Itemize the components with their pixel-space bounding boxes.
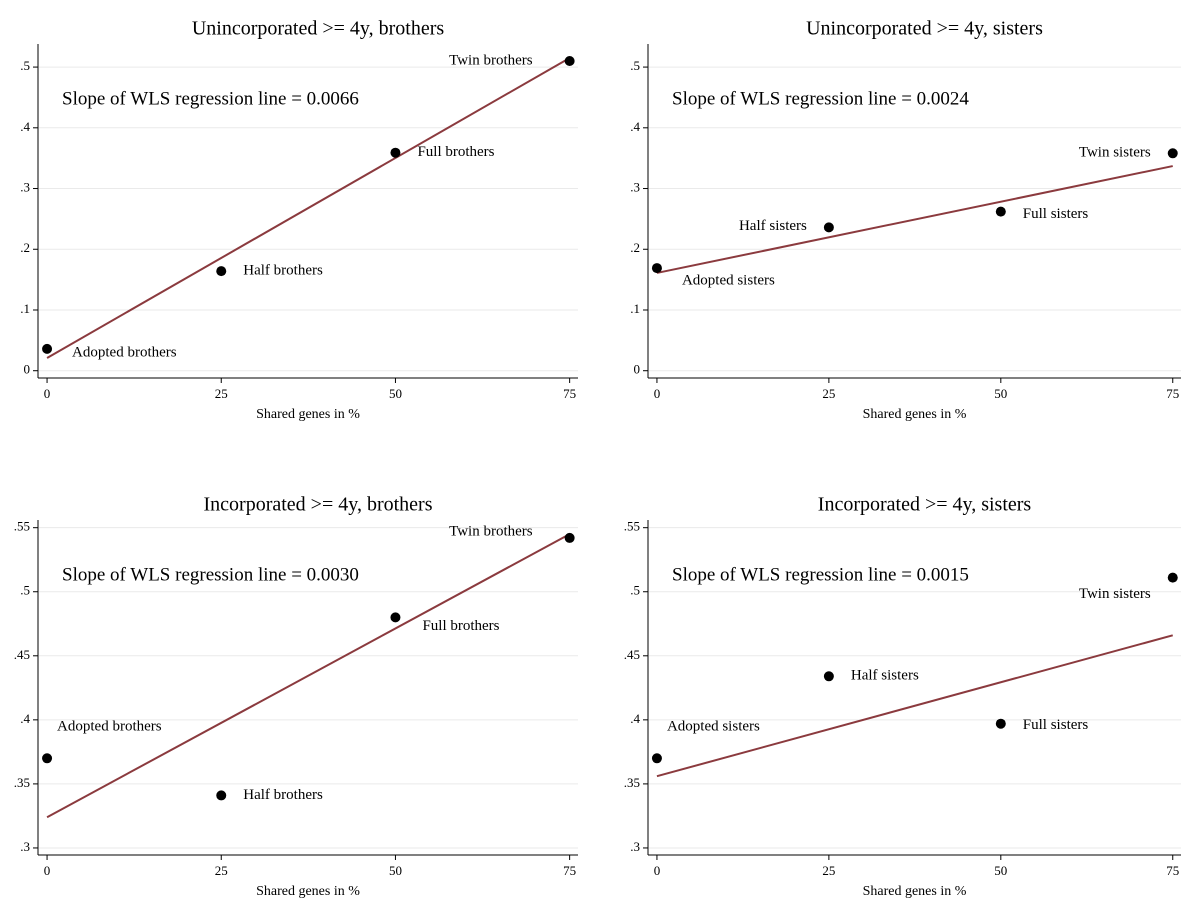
x-tick-label: 0 xyxy=(44,863,51,878)
y-tick-label: 0 xyxy=(634,362,641,377)
x-axis-label: Shared genes in % xyxy=(863,884,967,899)
annotation: Slope of WLS regression line = 0.0015 xyxy=(672,564,969,585)
y-tick-label: .3 xyxy=(20,180,30,195)
y-tick-label: .1 xyxy=(630,301,640,316)
point-label: Full brothers xyxy=(417,144,494,160)
point-label: Twin sisters xyxy=(1079,586,1151,602)
point-label: Adopted sisters xyxy=(667,719,760,735)
point-label: Full sisters xyxy=(1023,717,1089,733)
fit-line xyxy=(656,634,1174,778)
point xyxy=(564,532,575,543)
y-tick-label: .5 xyxy=(630,58,640,73)
y-tick-label: .2 xyxy=(20,240,30,255)
y-tick-label: .35 xyxy=(624,775,640,790)
y-tick-label: .5 xyxy=(630,583,640,598)
panel-title: Incorporated >= 4y, sisters xyxy=(818,494,1032,516)
x-tick-label: 25 xyxy=(822,386,835,401)
panel-title: Unincorporated >= 4y, brothers xyxy=(192,18,445,40)
x-tick-label: 25 xyxy=(822,863,835,878)
point-label: Half brothers xyxy=(243,263,323,279)
y-tick-label: .45 xyxy=(14,647,30,662)
y-tick-label: .55 xyxy=(14,519,30,534)
point xyxy=(995,718,1006,729)
x-tick-label: 0 xyxy=(654,863,661,878)
point-label: Adopted sisters xyxy=(682,273,775,289)
point xyxy=(1167,572,1178,583)
y-tick-label: .3 xyxy=(630,839,640,854)
point-label: Half sisters xyxy=(851,668,919,684)
x-tick-label: 0 xyxy=(44,386,51,401)
point xyxy=(564,56,575,67)
x-tick-label: 75 xyxy=(1166,863,1179,878)
point-label: Twin sisters xyxy=(1079,145,1151,161)
y-tick-label: .5 xyxy=(20,58,30,73)
point-label: Twin brothers xyxy=(449,523,533,539)
y-tick-label: .3 xyxy=(20,839,30,854)
y-tick-label: .4 xyxy=(630,711,640,726)
panel-title: Incorporated >= 4y, brothers xyxy=(204,494,433,516)
x-axis-label: Shared genes in % xyxy=(863,407,967,422)
x-axis-label: Shared genes in % xyxy=(256,884,360,899)
point xyxy=(216,266,227,277)
point xyxy=(823,222,834,233)
point-label: Adopted brothers xyxy=(72,344,177,360)
point xyxy=(823,671,834,682)
point-label: Adopted brothers xyxy=(57,719,162,735)
point xyxy=(651,753,662,764)
y-tick-label: .4 xyxy=(20,711,30,726)
x-tick-label: 25 xyxy=(215,863,228,878)
y-tick-label: .45 xyxy=(624,647,640,662)
panel-title: Unincorporated >= 4y, sisters xyxy=(806,18,1043,40)
x-axis-label: Shared genes in % xyxy=(256,407,360,422)
point-label: Twin brothers xyxy=(449,52,533,68)
y-tick-label: .3 xyxy=(630,180,640,195)
point-label: Half sisters xyxy=(739,218,807,234)
y-tick-label: 0 xyxy=(24,362,31,377)
point-label: Full brothers xyxy=(422,618,499,634)
x-tick-label: 50 xyxy=(389,863,402,878)
fit-line xyxy=(656,165,1173,274)
annotation: Slope of WLS regression line = 0.0030 xyxy=(62,564,359,585)
y-tick-label: .35 xyxy=(14,775,30,790)
x-tick-label: 75 xyxy=(563,863,576,878)
annotation: Slope of WLS regression line = 0.0066 xyxy=(62,88,359,109)
x-tick-label: 50 xyxy=(994,386,1007,401)
point xyxy=(995,206,1006,217)
annotation: Slope of WLS regression line = 0.0024 xyxy=(672,88,969,109)
y-tick-label: .4 xyxy=(630,119,640,134)
point xyxy=(1167,148,1178,159)
point xyxy=(651,263,662,274)
x-tick-label: 50 xyxy=(389,386,402,401)
x-tick-label: 50 xyxy=(994,863,1007,878)
point-label: Full sisters xyxy=(1023,206,1089,222)
fit-line xyxy=(46,533,571,819)
point-label: Half brothers xyxy=(243,787,323,803)
x-tick-label: 0 xyxy=(654,386,661,401)
x-tick-label: 75 xyxy=(563,386,576,401)
point xyxy=(42,753,53,764)
point xyxy=(42,343,53,354)
y-tick-label: .55 xyxy=(624,519,640,534)
y-tick-label: .2 xyxy=(630,240,640,255)
point xyxy=(390,612,401,623)
fit-line xyxy=(46,57,571,359)
y-tick-label: .4 xyxy=(20,119,30,134)
y-tick-label: .1 xyxy=(20,301,30,316)
x-tick-label: 75 xyxy=(1166,386,1179,401)
x-tick-label: 25 xyxy=(215,386,228,401)
point xyxy=(216,790,227,801)
point xyxy=(390,147,401,158)
y-tick-label: .5 xyxy=(20,583,30,598)
